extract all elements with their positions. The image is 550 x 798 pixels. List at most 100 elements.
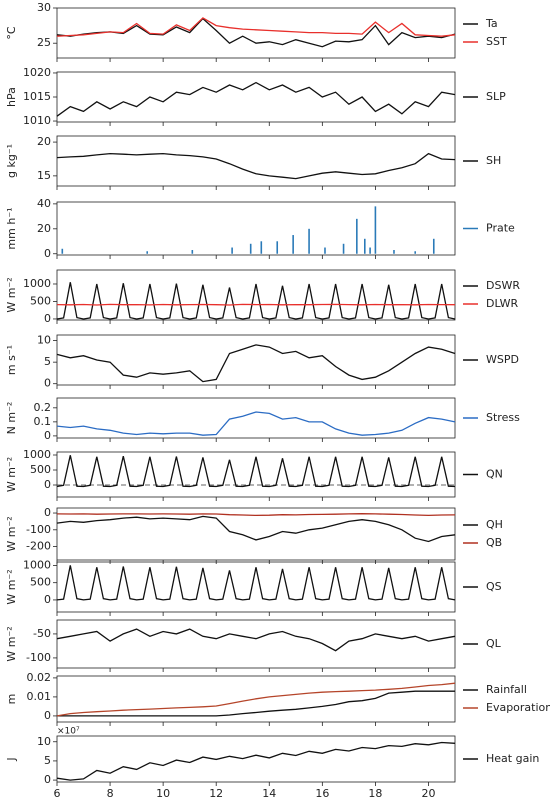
y-tick-label: 1020 — [23, 66, 51, 79]
y-axis-label: J — [5, 757, 18, 761]
y-tick-label: 0.2 — [34, 401, 52, 414]
x-tick-label: 16 — [315, 787, 329, 798]
y-tick-label: 500 — [30, 294, 51, 307]
y-axis-label: °C — [5, 26, 18, 40]
y-tick-label: 0 — [44, 312, 51, 325]
y-tick-label: 1000 — [23, 448, 51, 461]
series-line — [56, 303, 456, 306]
y-tick-label: 0 — [44, 478, 51, 491]
series-line — [56, 152, 456, 180]
y-tick-label: -100 — [26, 651, 51, 664]
y-tick-label: 20 — [37, 135, 51, 148]
y-tick-label: 5 — [44, 754, 51, 767]
y-tick-label: 0.02 — [27, 671, 52, 684]
y-tick-label: 0.01 — [27, 690, 52, 703]
series-line — [56, 17, 456, 37]
y-tick-label: 25 — [37, 36, 51, 49]
y-tick-label: 0 — [44, 429, 51, 442]
legend-label: Prate — [486, 222, 515, 235]
y-tick-label: 0 — [44, 773, 51, 786]
legend-label: DSWR — [486, 279, 520, 292]
y-tick-label: 0.1 — [34, 415, 52, 428]
y-tick-label: 0 — [44, 709, 51, 722]
x-tick-label: 12 — [209, 787, 223, 798]
panel-frame — [56, 619, 456, 669]
panel-frame — [56, 561, 456, 613]
series-line — [56, 515, 456, 543]
legend-label: QH — [486, 518, 503, 531]
y-tick-label: 0 — [44, 247, 51, 260]
panel-frame — [56, 397, 456, 439]
y-tick-label: 40 — [37, 197, 51, 210]
series-line — [56, 17, 456, 48]
series-line — [56, 628, 456, 652]
panel-frame — [56, 269, 456, 321]
y-tick-label: 0 — [44, 593, 51, 606]
y-axis-label: m s⁻¹ — [5, 345, 18, 375]
panel-frame — [56, 71, 456, 123]
y-axis-label: m — [5, 694, 18, 705]
y-tick-label: 0 — [44, 377, 51, 390]
y-tick-label: -50 — [33, 627, 51, 640]
y-axis-label: g kg⁻¹ — [5, 144, 18, 178]
legend-label: SH — [486, 154, 501, 167]
series-line — [56, 455, 456, 488]
y-tick-label: 1000 — [23, 277, 51, 290]
y-axis-label: W m⁻² — [5, 457, 18, 492]
series-line — [56, 741, 456, 781]
axis-multiplier: ×10⁷ — [57, 727, 80, 737]
y-tick-label: 15 — [37, 169, 51, 182]
x-tick-label: 8 — [107, 787, 114, 798]
panel-frame — [56, 735, 456, 783]
series-line — [56, 81, 456, 117]
legend-label: SST — [486, 35, 507, 48]
legend-label: Stress — [486, 411, 520, 424]
legend-label: SLP — [486, 90, 506, 103]
panel-frame — [56, 507, 456, 561]
panel-frame — [56, 451, 456, 498]
y-tick-label: 10 — [37, 334, 51, 347]
x-tick-label: 6 — [54, 787, 61, 798]
y-tick-label: 30 — [37, 1, 51, 14]
y-axis-label: mm h⁻¹ — [5, 207, 18, 249]
panel-frame — [56, 334, 456, 386]
series-line — [56, 513, 456, 517]
y-axis-label: W m⁻² — [5, 277, 18, 312]
series-line — [56, 565, 456, 601]
series-line — [56, 282, 456, 320]
panel-frame — [56, 675, 456, 723]
legend-label: Evaporation — [486, 701, 550, 714]
y-axis-label: W m⁻² — [5, 626, 18, 661]
legend-label: QS — [486, 580, 502, 593]
legend-label: QL — [486, 637, 502, 650]
series-line — [57, 690, 455, 717]
y-tick-label: 5 — [44, 355, 51, 368]
y-tick-label: 1010 — [23, 114, 51, 127]
panel-frame — [56, 7, 456, 59]
series-line — [56, 682, 456, 717]
legend-label: WSPD — [486, 353, 519, 366]
legend-label: DLWR — [486, 297, 518, 310]
legend-label: Rainfall — [486, 683, 527, 696]
legend-label: QB — [486, 536, 502, 549]
x-tick-label: 14 — [262, 787, 276, 798]
legend-label: Ta — [485, 17, 498, 30]
x-tick-label: 10 — [156, 787, 170, 798]
y-tick-label: 500 — [30, 576, 51, 589]
y-axis-label: W m⁻² — [5, 569, 18, 604]
y-axis-label: W m⁻² — [5, 516, 18, 551]
panel-frame — [56, 201, 456, 256]
legend-label: QN — [486, 468, 503, 481]
y-tick-label: 500 — [30, 463, 51, 476]
y-tick-label: -200 — [26, 540, 51, 553]
x-tick-label: 18 — [368, 787, 382, 798]
y-tick-label: 0 — [44, 506, 51, 519]
y-tick-label: 20 — [37, 222, 51, 235]
y-tick-label: 1000 — [23, 558, 51, 571]
y-tick-label: 1015 — [23, 90, 51, 103]
series-line — [56, 344, 456, 383]
x-tick-label: 20 — [421, 787, 435, 798]
legend-label: Heat gain — [486, 752, 539, 765]
y-axis-label: hPa — [5, 87, 18, 107]
